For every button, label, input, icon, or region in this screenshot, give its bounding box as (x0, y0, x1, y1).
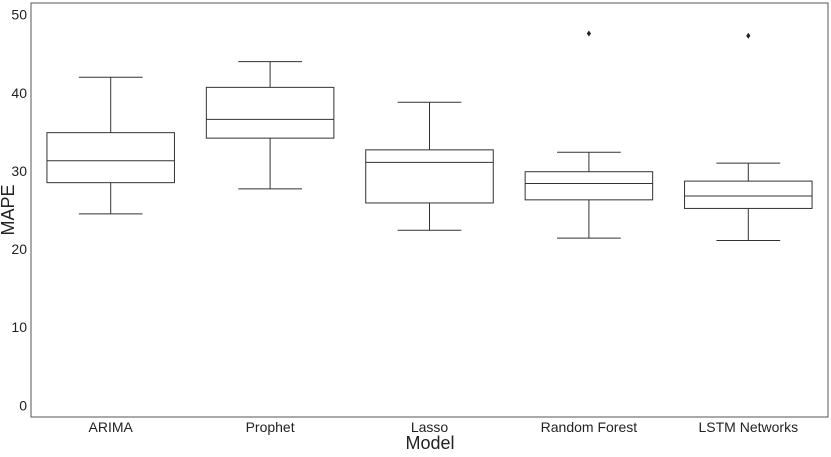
outlier-point (586, 30, 591, 37)
y-tick-label: 0 (19, 397, 27, 413)
box-series (46, 30, 813, 241)
y-axis-title: MAPE (0, 184, 18, 235)
x-axis-ticks: ARIMA Prophet Lasso Random Forest LSTM Netwo… (89, 419, 799, 435)
y-axis-ticks: 0 10 20 30 40 50 (11, 7, 27, 414)
box-iqr (365, 149, 494, 204)
y-tick-label: 10 (11, 319, 27, 335)
x-axis-title: Model (405, 433, 454, 453)
box-group (365, 101, 494, 231)
y-tick-label: 40 (11, 85, 27, 101)
outlier-point (746, 32, 751, 39)
x-tick-label: Random Forest (541, 419, 638, 435)
y-tick-label: 20 (11, 241, 27, 257)
box-iqr (46, 132, 175, 184)
box-iqr (205, 86, 335, 139)
x-tick-label: LSTM Networks (699, 419, 799, 435)
y-tick-label: 30 (11, 163, 27, 179)
box-group (205, 61, 335, 190)
box-group (684, 32, 813, 241)
y-tick-label: 50 (11, 7, 27, 23)
box-group (524, 30, 654, 239)
x-tick-label: Prophet (246, 419, 295, 435)
x-tick-label: Lasso (411, 419, 449, 435)
box-iqr (684, 180, 813, 209)
box-iqr (524, 171, 654, 201)
plot-frame (30, 2, 829, 418)
box-group (46, 76, 175, 215)
x-tick-label: ARIMA (89, 419, 134, 435)
